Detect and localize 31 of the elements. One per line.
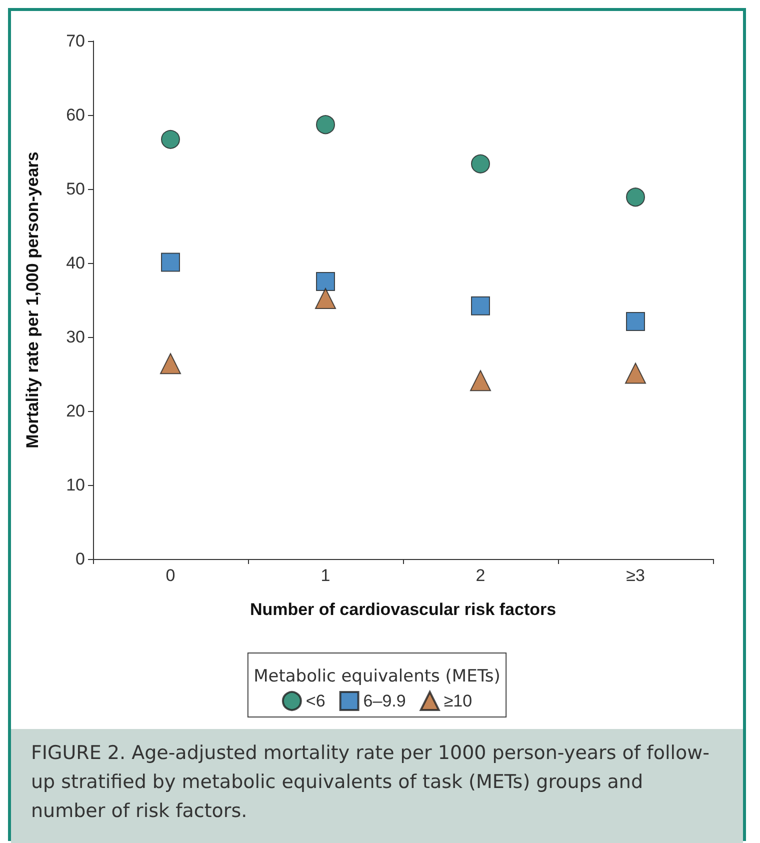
point — [160, 353, 181, 374]
y-tick-label: 0 — [76, 550, 85, 568]
y-tick-label: 40 — [66, 254, 85, 272]
y-tick-label: 50 — [66, 180, 85, 198]
legend-label: 6–9.9 — [363, 692, 406, 710]
x-tick-label: 1 — [320, 566, 330, 585]
point — [471, 154, 490, 174]
point — [471, 296, 490, 316]
x-axis-title: Number of cardiovascular risk factors — [250, 600, 556, 619]
legend-label: <6 — [306, 692, 326, 710]
point — [470, 370, 491, 392]
y-tick-label: 60 — [66, 106, 85, 124]
point — [625, 362, 646, 384]
y-tick-label: 30 — [66, 328, 85, 346]
y-axis-title: Mortality rate per 1,000 person-years — [23, 152, 42, 448]
point — [161, 252, 180, 272]
point — [161, 130, 180, 149]
point — [315, 288, 336, 310]
y-tick-label: 70 — [66, 32, 85, 50]
x-tick-label: 0 — [166, 566, 176, 585]
point — [316, 272, 335, 291]
x-tick-label: 2 — [476, 566, 486, 585]
point — [316, 115, 335, 134]
x-tick-label: ≥3 — [626, 566, 645, 585]
caption: FIGURE 2. Age-adjusted mortality rate per 1000 person-years of follow-up stratified by metabolic equivalents of task (METs) groups and number of risk factors. — [11, 729, 743, 843]
point — [626, 312, 645, 331]
point — [626, 188, 645, 207]
legend-title: Metabolic equivalents (METs) — [254, 666, 500, 686]
y-tick-label: 10 — [66, 476, 85, 494]
legend-label: ≥10 — [444, 692, 472, 710]
y-tick-label: 20 — [66, 402, 85, 420]
